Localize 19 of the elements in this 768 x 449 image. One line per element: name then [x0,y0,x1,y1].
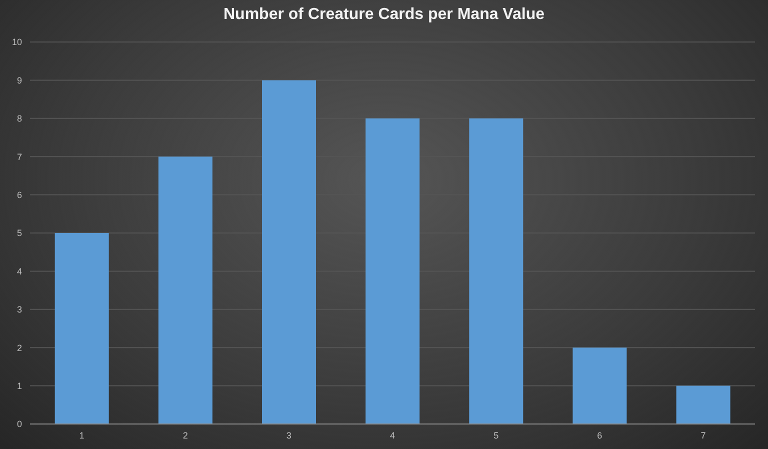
x-tick-label: 5 [494,430,499,440]
y-tick-label: 9 [16,75,22,86]
y-tick-label: 6 [16,190,22,200]
y-tick-label: 10 [12,37,22,48]
chart-title: Number of Creature Cards per Mana Value [222,6,546,24]
y-tick-label: 2 [16,342,22,353]
y-tick-label: 3 [16,304,22,315]
y-tick-label: 5 [16,228,22,238]
x-tick-label: 4 [390,430,396,440]
x-tick-label: 1 [79,430,84,440]
y-tick-label: 1 [16,380,22,391]
x-tick-label: 3 [286,430,292,440]
x-tick-label: 6 [597,430,602,440]
x-tick-label: 2 [182,430,188,440]
y-tick-label: 8 [16,114,22,124]
x-tick-label: 7 [700,430,706,440]
y-tick-label: 4 [16,266,22,276]
y-tick-label: 0 [16,419,22,430]
y-tick-label: 7 [16,152,22,162]
